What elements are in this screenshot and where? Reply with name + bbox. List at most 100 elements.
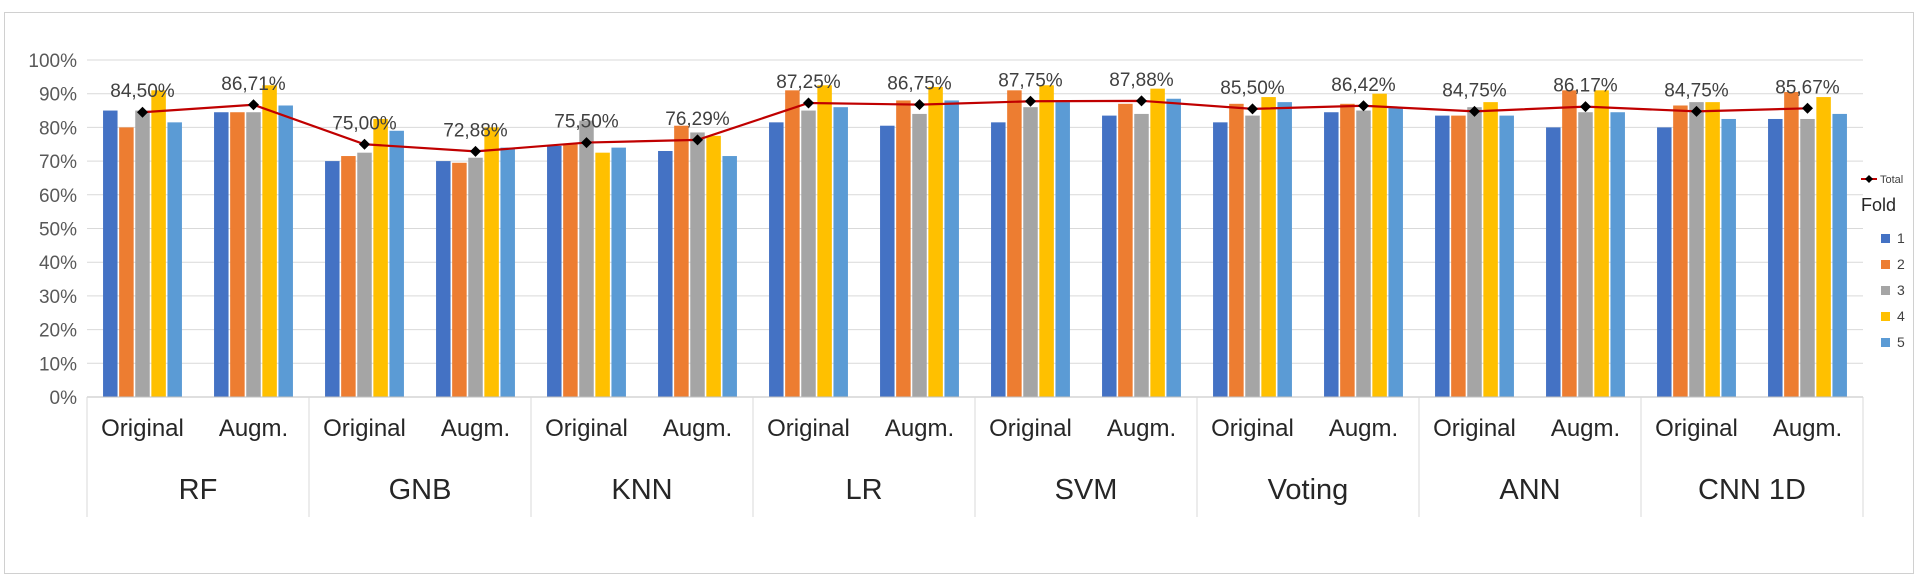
bar-fold-2 [1007, 90, 1022, 397]
chart-frame: Original Augm. RF Original Augm. GNB Original A… [4, 12, 1914, 574]
total-data-label: 87,88% [1109, 70, 1174, 91]
x-subcategory-label: Augm. [885, 415, 954, 442]
bar-fold-1 [1213, 122, 1228, 397]
bar-fold-3 [1467, 107, 1482, 398]
legend-swatch [1881, 338, 1890, 347]
bar-fold-2 [1451, 115, 1466, 397]
bar-fold-3 [1134, 113, 1149, 398]
bar-fold-4 [928, 86, 943, 398]
x-axis: Original Augm. RF Original Augm. GNB Original A… [86, 396, 1864, 517]
bar-fold-4 [1816, 97, 1831, 397]
bar-fold-4 [484, 127, 499, 398]
bar-fold-1 [325, 161, 340, 397]
x-group-label: RF [179, 474, 218, 506]
bar-fold-1 [880, 125, 895, 397]
bar-fold-2 [563, 144, 578, 397]
bar-fold-2 [452, 162, 467, 397]
bar-fold-1 [769, 122, 784, 397]
bar-fold-2 [1562, 90, 1577, 397]
x-subcategory-label: Augm. [1773, 415, 1842, 442]
bar-fold-1 [547, 145, 562, 397]
legend-label: 1 [1897, 230, 1905, 246]
y-tick-label: 50% [39, 220, 77, 241]
bar-fold-3 [246, 112, 261, 398]
total-line: 84,50% 86,71% 75,00% 72,88% 75,50% 76,29% 87,2… [110, 70, 1840, 157]
total-data-label: 76,29% [665, 109, 730, 130]
bar-fold-3 [1245, 115, 1260, 397]
x-subcategory-label: Augm. [1329, 415, 1398, 442]
bar-fold-4 [373, 118, 388, 397]
legend-total-label: Total [1880, 174, 1903, 186]
bar-fold-2 [674, 125, 689, 397]
total-data-label: 72,88% [443, 120, 508, 141]
bar-fold-4 [151, 90, 166, 397]
x-group-label: ANN [1499, 474, 1560, 506]
bar-fold-3 [1578, 112, 1593, 398]
bar-fold-3 [1800, 118, 1815, 397]
y-tick-label: 80% [39, 118, 77, 139]
x-group-label: GNB [389, 474, 452, 506]
x-subcategory-label: Original [767, 415, 850, 442]
bar-fold-1 [1324, 112, 1339, 398]
legend-title: Fold [1861, 195, 1896, 215]
total-series-line [142, 99, 1808, 153]
x-subcategory-label: Original [545, 415, 628, 442]
total-marker [1469, 105, 1480, 117]
total-data-label: 86,75% [887, 74, 952, 95]
legend-swatch [1881, 312, 1890, 321]
legend-swatch [1881, 260, 1890, 269]
x-subcategory-label: Original [1211, 415, 1294, 442]
bar-fold-5 [1721, 118, 1736, 397]
total-marker [581, 137, 592, 149]
bar-fold-1 [1102, 115, 1117, 397]
bar-fold-3 [1356, 110, 1371, 398]
bar-fold-3 [135, 110, 150, 398]
total-data-label: 75,00% [332, 113, 397, 134]
bar-fold-3 [579, 120, 594, 397]
bar-fold-1 [103, 110, 118, 398]
bar-fold-4 [706, 135, 721, 397]
total-data-label: 85,50% [1220, 78, 1285, 99]
x-subcategory-label: Augm. [1107, 415, 1176, 442]
bar-fold-4 [1039, 85, 1054, 398]
bar-fold-2 [230, 112, 245, 398]
total-data-label: 84,50% [110, 81, 175, 102]
total-marker [248, 99, 259, 111]
legend-label: 3 [1897, 282, 1905, 298]
bar-fold-5 [1277, 102, 1292, 397]
bar-fold-5 [389, 130, 404, 397]
x-subcategory-label: Original [1433, 415, 1516, 442]
bar-fold-2 [1340, 103, 1355, 397]
total-data-label: 86,42% [1331, 75, 1396, 96]
bar-fold-4 [1372, 93, 1387, 397]
x-subcategory-label: Augm. [441, 415, 510, 442]
bar-fold-2 [1784, 92, 1799, 397]
total-marker [1025, 95, 1036, 107]
bar-fold-1 [991, 122, 1006, 397]
bar-fold-3 [1023, 107, 1038, 398]
total-marker [1247, 103, 1258, 115]
total-data-label: 84,75% [1664, 80, 1729, 101]
total-marker [803, 97, 814, 109]
total-marker [1580, 101, 1591, 113]
x-subcategory-label: Original [323, 415, 406, 442]
y-tick-label: 60% [39, 186, 77, 207]
legend-total-marker [1865, 175, 1873, 183]
legend-label: 5 [1897, 334, 1905, 350]
bar-fold-1 [436, 161, 451, 397]
bar-fold-4 [1483, 102, 1498, 397]
bar-fold-2 [896, 100, 911, 397]
legend-label: 2 [1897, 256, 1905, 272]
bar-fold-2 [1229, 103, 1244, 397]
total-data-label: 86,17% [1553, 76, 1618, 97]
bar-fold-5 [167, 122, 182, 397]
x-subcategory-label: Original [989, 415, 1072, 442]
bar-fold-4 [1150, 88, 1165, 398]
bar-fold-5 [278, 105, 293, 398]
total-marker [1136, 95, 1147, 107]
y-tick-label: 30% [39, 287, 77, 308]
bar-fold-5 [500, 147, 515, 397]
bar-fold-4 [1705, 102, 1720, 397]
bar-fold-5 [1055, 102, 1070, 397]
total-marker [1802, 102, 1813, 114]
